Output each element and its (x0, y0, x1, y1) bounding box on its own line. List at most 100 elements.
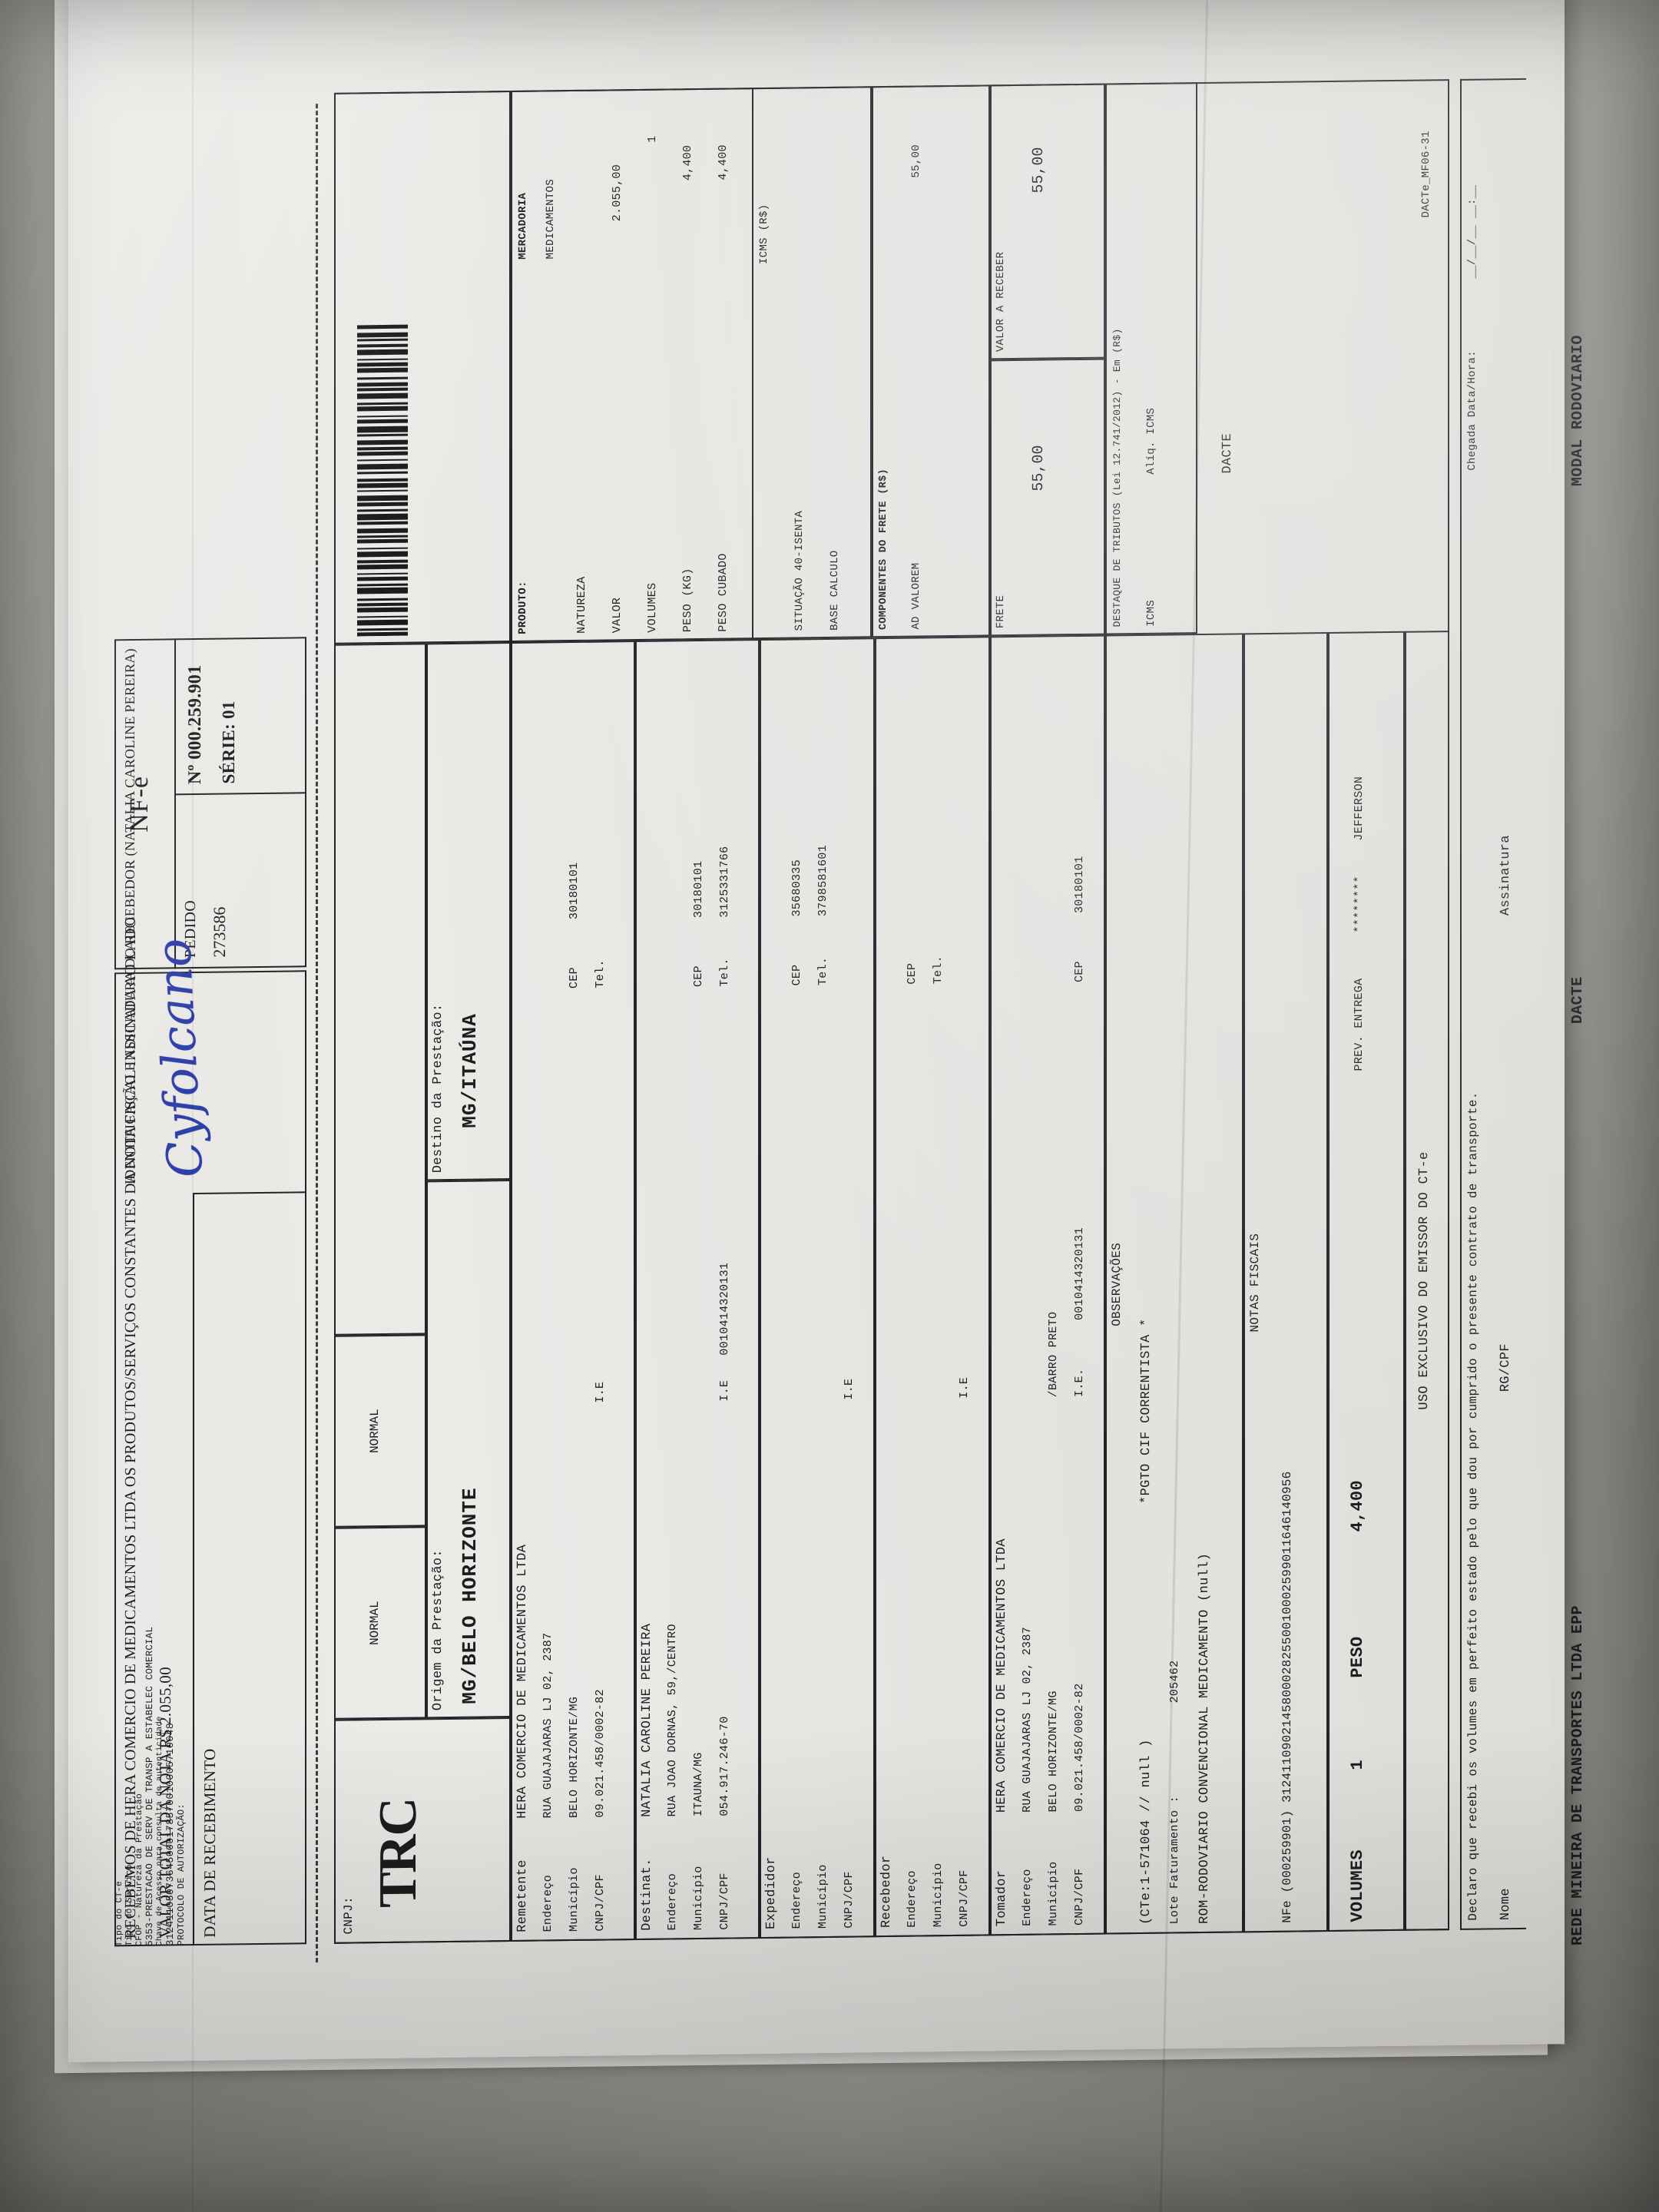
nfe-number: Nº 000.259.901 (185, 664, 205, 785)
footer-assinatura-label: Assinatura (1498, 835, 1513, 916)
party-row-recebedor (875, 636, 990, 1938)
cte-cnpj-label: CNPJ: (342, 1896, 356, 1935)
recebedor-cep-label: CEP (906, 962, 919, 985)
frete-item-0-label: AD VALOREM (910, 562, 922, 630)
footer-rg-label: RG/CPF (1498, 1343, 1513, 1392)
valor-receber-label: VALOR A RECEBER (995, 251, 1007, 353)
party-row-expedidor (760, 637, 875, 1939)
tomador-ie-label: I.E. (1073, 1368, 1086, 1398)
destinatario-role: Destinat. (640, 1858, 654, 1931)
emissor-header: USO EXCLUSIVO DO EMISSOR DO CT-e (1417, 1151, 1432, 1410)
observacoes-cte-ref: (CTe:1-571064 // null ) (1139, 1739, 1154, 1926)
remetente-role: Remetente (515, 1859, 530, 1932)
remetente-cnpj-label: CNPJ/CPF (594, 1874, 607, 1932)
tomador-ie: 0010414320131 (1073, 1227, 1086, 1321)
remetente-ie-label: I.E (594, 1381, 607, 1403)
footer-nome-label: Nome (1498, 1888, 1513, 1921)
destinatario-tel: 3125331766 (718, 846, 731, 918)
origem-value: MG/BELO HORIZONTE (459, 1487, 482, 1704)
frete-total-box (990, 358, 1105, 637)
prev-entrega-label: PREV. ENTREGA (1353, 978, 1366, 1071)
mercadoria-row-1-label: VALOR (611, 597, 624, 634)
observacoes-box (1105, 633, 1243, 1935)
mercadoria-row-1-value: 2.055,00 (611, 164, 624, 222)
expedidor-tel-label: Tel. (816, 956, 830, 986)
tomador-role: Tomador (995, 1869, 1009, 1927)
icms-base-calculo-label: BASE CALCULO (829, 550, 841, 631)
tear-line (316, 104, 318, 1963)
mercadoria-produto-label: PRODUTO: (517, 581, 529, 634)
footer-strip: REDE MINEIRA DE TRANSPORTES LTDA EPP DAC… (1565, 79, 1611, 1946)
mercadoria-header: MERCADORIA (517, 192, 529, 260)
expedidor-tel: 3798581601 (816, 844, 830, 917)
expedidor-cep: 35680335 (790, 859, 803, 917)
mercadoria-produto-value: MEDICAMENTOS (545, 178, 557, 260)
destinatario-municipio: ITAUNA/MG (692, 1752, 705, 1817)
origem-label: Origem da Prestação: (431, 1549, 445, 1711)
remetente-cep-label: CEP (568, 966, 581, 989)
document-page: RECEBEMOS DE HERA COMERCIO DE MEDICAMENT… (50, 0, 1601, 2079)
destinatario-cep: 30180101 (692, 860, 705, 919)
frete-box (872, 84, 990, 638)
tomador-cnpj: 09.021.458/0002-82 (1073, 1683, 1086, 1813)
tomador-cep: 30180101 (1073, 856, 1086, 914)
tomador-name: HERA COMERCIO DE MEDICAMENTOS LTDA (995, 1538, 1009, 1813)
notas-fiscais-nfe-line: NFe (000259901) 312411090214580002825500… (1280, 1471, 1294, 1923)
icms-rs-label: ICMS (R$) (758, 204, 770, 265)
dacte-label: DACTE (1220, 432, 1235, 474)
tomador-cep-label: CEP (1073, 960, 1086, 983)
tomador-endereco: RUA GUAJAJARAS LJ 02, 2387 (1021, 1626, 1034, 1813)
volumes-label: VOLUMES (1348, 1849, 1367, 1922)
footer-strip-right: MODAL RODOVIARIO (1569, 335, 1587, 487)
recebedor-tel-label: Tel. (932, 955, 945, 985)
pedido-value: 273586 (210, 906, 229, 958)
mercadoria-row-3-label: PESO (KG) (681, 568, 694, 633)
recebedor-municipio-label: Município (932, 1863, 945, 1928)
mercadoria-row-2-label: VOLUMES (646, 582, 659, 633)
icms-info-box (752, 86, 872, 640)
frete-total-label: FRETE (995, 594, 1007, 629)
remetente-municipio-label: Município (568, 1867, 581, 1932)
destinatario-municipio-label: Município (692, 1866, 705, 1931)
destinatario-endereco: RUA JOAO DORNAS, 59,/CENTRO (666, 1624, 679, 1817)
expedidor-role: Expedidor (764, 1856, 779, 1929)
destinatario-cnpj: 054.917.246-70 (718, 1716, 731, 1816)
tomador-municipio-label: Município (1047, 1861, 1060, 1926)
expedidor-municipio-label: Município (816, 1864, 830, 1929)
remetente-municipio: BELO HORIZONTE/MG (568, 1696, 581, 1819)
remetente-cnpj: 09.021.458/0002-82 (594, 1689, 607, 1818)
notas-fiscais-header: NOTAS FISCAIS (1248, 1233, 1262, 1333)
destinatario-cnpj-label: CNPJ/CPF (718, 1873, 731, 1930)
frete-total-value: 55,00 (1030, 445, 1048, 492)
destinatario-name: NATALIA CAROLINE PEREIRA (640, 1623, 654, 1817)
cfop-box (334, 643, 426, 1336)
remetente-endereco: RUA GUAJAJARAS LJ 02, 2387 (541, 1632, 555, 1819)
destinatario-ie-label: I.E (718, 1379, 731, 1402)
nfe-title: NF-e (125, 775, 154, 833)
destaque-tributos-label: DESTAQUE DE TRIBUTOS (Lei 12.741/2012) -… (1111, 328, 1123, 628)
prev-entrega-value: JEFFERSON (1353, 776, 1366, 841)
remetente-cep: 30180101 (568, 862, 581, 920)
recebedor-ie-label: I.E (958, 1376, 971, 1399)
expedidor-cep-label: CEP (790, 964, 803, 986)
recebedor-endereco-label: Endereço (906, 1870, 919, 1928)
tomador-municipio: BELO HORIZONTE/MG (1047, 1690, 1060, 1813)
aliq-icms-label: Alíq. ICMS (1145, 407, 1157, 475)
footer-strip-left: REDE MINEIRA DE TRANSPORTES LTDA EPP (1569, 1605, 1587, 1946)
observacoes-modal: ROM-RODOVIARIO CONVENCIONAL MEDICAMENTO … (1197, 1552, 1212, 1925)
volumes-value: 1 (1348, 1759, 1367, 1770)
carrier-logo: TRC (369, 1798, 428, 1909)
expedidor-endereco-label: Endereço (790, 1871, 803, 1929)
observacoes-header: OBSERVAÇÕES (1110, 1242, 1124, 1326)
frete-header: COMPONENTES DO FRETE (R$) (878, 468, 889, 631)
dacte-document: RECEBEMOS DE HERA COMERCIO DE MEDICAMENT… (114, 63, 1526, 1963)
icms-label: ICMS (1145, 599, 1157, 627)
icms-situacao-label: SITUAÇÃO 40-ISENTA (793, 510, 806, 631)
mercadoria-row-4-label: PESO CUBADO (717, 553, 730, 632)
expedidor-ie-label: I.E (843, 1378, 856, 1400)
canhoto-valor-total: VALOR TOTAL DA NOTA R$ 2.055,00 (156, 1666, 174, 1939)
tomador-bairro: /BARRO PRETO (1047, 1311, 1060, 1398)
paper-sheet: RECEBEMOS DE HERA COMERCIO DE MEDICAMENT… (68, 0, 1565, 2063)
peso-label: PESO (1348, 1636, 1367, 1678)
